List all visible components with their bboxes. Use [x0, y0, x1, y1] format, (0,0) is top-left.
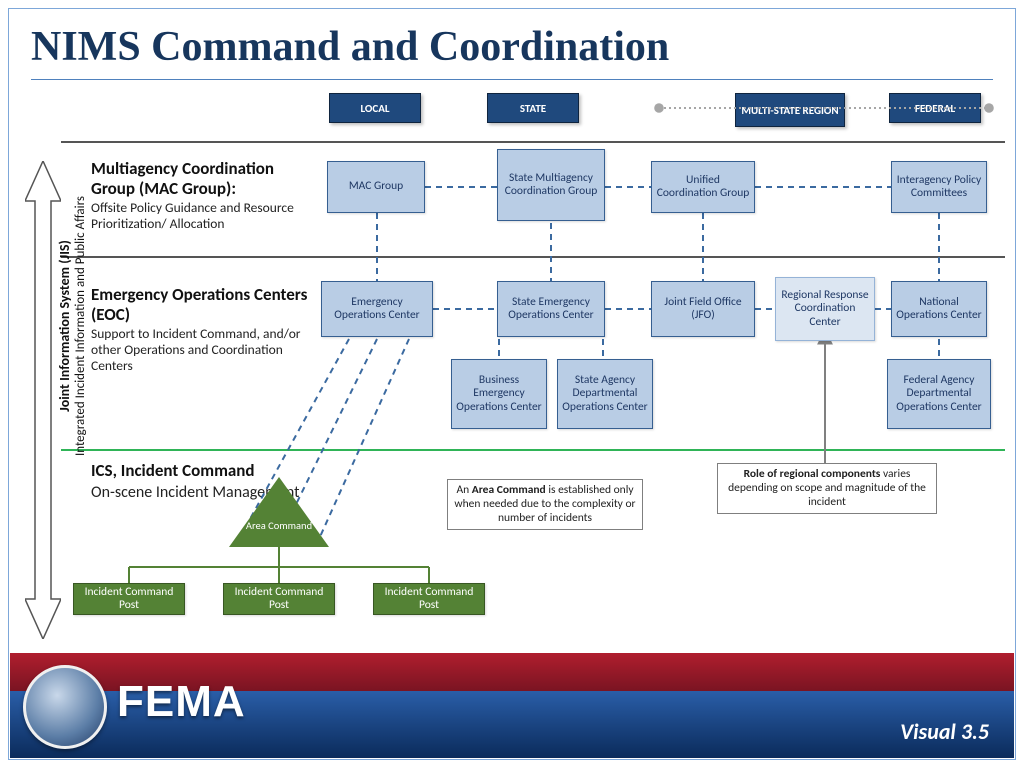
note-regional-text: Role of regional components varies depen… [728, 467, 926, 509]
box-eoc-local: Emergency Operations Center [321, 281, 433, 337]
box-icp-3: Incident Command Post [373, 583, 485, 615]
box-icp-2: Incident Command Post [223, 583, 335, 615]
row-eoc-title: Emergency Operations Centers (EOC) [91, 285, 321, 324]
sep-3 [61, 449, 1005, 451]
slide: NIMS Command and Coordination LOCAL STAT… [8, 8, 1016, 760]
slide-title: NIMS Command and Coordination [31, 23, 669, 71]
box-unified: Unified Coordination Group [651, 161, 755, 213]
dhs-seal-icon [23, 665, 107, 749]
box-beoc: Business Emergency Operations Center [451, 359, 547, 429]
title-underline [31, 79, 993, 80]
box-interagency: Interagency Policy Committees [891, 161, 987, 213]
box-state-mac: State Multiagency Coordination Group [497, 149, 605, 221]
box-eoc-state: State Emergency Operations Center [497, 281, 605, 337]
box-rrcc: Regional Response Coordination Center [775, 277, 875, 341]
label-area-command: Area Command [229, 519, 329, 532]
note-area-text: An Area Command is established only when… [454, 483, 635, 525]
note-area: An Area Command is established only when… [447, 479, 643, 530]
row-mac-sub: Offsite Policy Guidance and Resource Pri… [91, 200, 321, 232]
box-sadoc: State Agency Departmental Operations Cen… [557, 359, 653, 429]
sep-1 [61, 141, 1005, 143]
box-noc: National Operations Center [891, 281, 987, 337]
row-mac-title: Multiagency Coordination Group (MAC Grou… [91, 159, 321, 198]
note-regional: Role of regional components varies depen… [717, 463, 937, 514]
jis-sub: Integrated Incident Information and Publ… [73, 196, 88, 456]
jis-bold: Joint Information System (JIS) [56, 240, 73, 412]
box-jfo: Joint Field Office (JFO) [651, 281, 755, 337]
sep-2 [61, 256, 1005, 258]
col-header-federal: FEDERAL [889, 93, 981, 123]
row-label-eoc: Emergency Operations Centers (EOC) Suppo… [91, 285, 321, 375]
jis-label: Joint Information System (JIS) Integrate… [61, 161, 83, 491]
row-eoc-sub: Support to Incident Command, and/or othe… [91, 326, 321, 375]
col-header-local: LOCAL [329, 93, 421, 123]
row-label-mac: Multiagency Coordination Group (MAC Grou… [91, 159, 321, 232]
box-icp-1: Incident Command Post [73, 583, 185, 615]
col-header-state: STATE [487, 93, 579, 123]
box-mac-group: MAC Group [327, 161, 425, 213]
fema-logo: FEMA [117, 677, 246, 727]
triangle-area-command [229, 477, 329, 547]
box-fadoc: Federal Agency Departmental Operations C… [887, 359, 991, 429]
col-header-region: MULTI-STATE REGION [735, 93, 845, 127]
visual-number: Visual 3.5 [900, 718, 989, 745]
